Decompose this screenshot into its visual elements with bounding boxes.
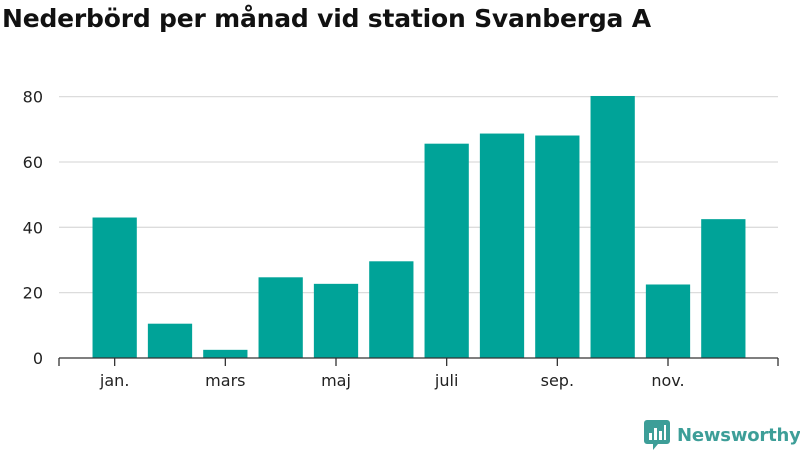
bar-maj[interactable] <box>313 283 359 358</box>
bars <box>92 95 746 358</box>
y-tick-label: 0 <box>33 349 43 368</box>
bar-mars[interactable] <box>203 349 248 358</box>
y-tick-labels: 0 20 40 60 80 <box>23 88 43 368</box>
bar-april[interactable] <box>258 277 303 358</box>
x-tick-label: sep. <box>541 371 574 390</box>
x-tick-label: mars <box>205 371 245 390</box>
brand-name: Newsworthy <box>677 424 800 446</box>
bar-feb.[interactable] <box>147 323 193 358</box>
newsworthy-logo: Newsworthy <box>644 420 800 450</box>
axes <box>58 357 779 366</box>
y-tick-label: 40 <box>23 218 43 237</box>
y-tick-label: 20 <box>23 284 43 303</box>
y-tick-label: 80 <box>23 88 43 107</box>
bar-juni[interactable] <box>369 261 414 358</box>
bar-dec.[interactable] <box>701 219 746 358</box>
bar-juli[interactable] <box>424 143 469 358</box>
x-tick-label: juli <box>434 371 458 390</box>
gridlines <box>59 95 778 294</box>
bar-aug.[interactable] <box>479 133 525 358</box>
x-tick-label: maj <box>321 371 351 390</box>
bar-sep.[interactable] <box>535 135 580 358</box>
y-tick-label: 60 <box>23 153 43 172</box>
x-tick-label: jan. <box>99 371 129 390</box>
x-tick-label: nov. <box>651 371 684 390</box>
newsworthy-logo-icon <box>644 420 670 450</box>
x-tick-labels: jan. mars maj juli sep. nov. <box>99 371 685 390</box>
chart-title: Nederbörd per månad vid station Svanberg… <box>2 4 651 33</box>
bar-nov.[interactable] <box>645 284 691 358</box>
bar-okt.[interactable] <box>590 95 635 358</box>
bar-jan.[interactable] <box>92 217 137 358</box>
